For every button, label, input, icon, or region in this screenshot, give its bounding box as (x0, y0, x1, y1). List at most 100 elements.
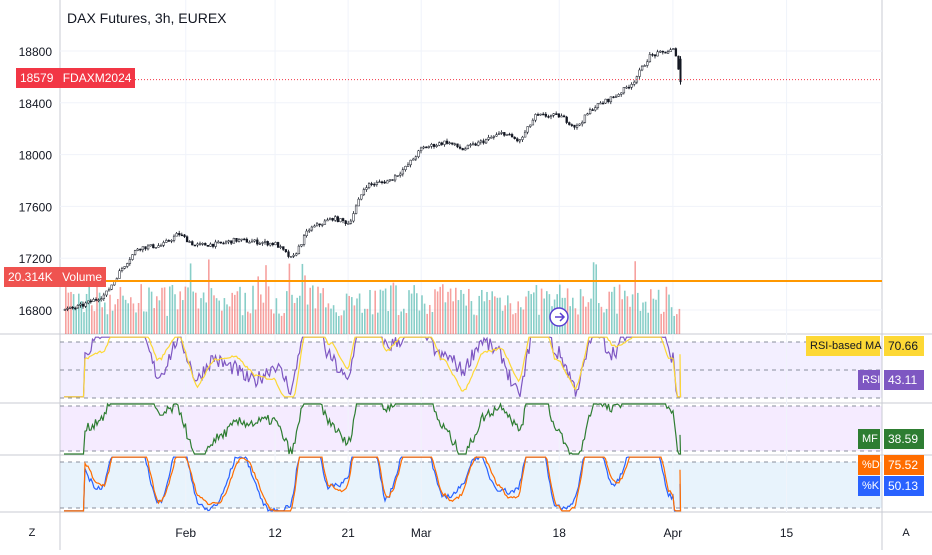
candle-body (94, 299, 98, 301)
volume-bar (421, 295, 423, 334)
volume-bar (538, 314, 540, 334)
volume-bar (644, 301, 647, 334)
candle-body (596, 103, 600, 108)
volume-bar (621, 299, 623, 334)
candle-body (243, 238, 246, 241)
candle-body (211, 243, 215, 247)
volume-bar (72, 294, 75, 334)
candle-body (464, 148, 467, 151)
candle-body (617, 94, 620, 97)
volume-bar (93, 311, 96, 334)
volume-bar (325, 307, 327, 334)
candle-body (438, 142, 441, 146)
volume-bar (158, 300, 161, 334)
candle-body (586, 113, 589, 116)
volume-bar (184, 286, 187, 334)
volume-bar (369, 289, 371, 334)
candle-body (531, 119, 535, 126)
volume-bar (663, 311, 665, 334)
volume-bar (122, 295, 124, 334)
volume-bar (78, 293, 80, 334)
candle-body (383, 181, 386, 184)
volume-bar (148, 287, 150, 334)
volume-bar (85, 293, 88, 334)
candle-body (365, 187, 368, 190)
candle-body (651, 54, 654, 56)
volume-bar (447, 291, 449, 334)
candle-body (425, 146, 428, 149)
volume-bar (239, 286, 241, 334)
volume-bar (397, 315, 400, 334)
volume-bar (202, 292, 205, 334)
candle-body (495, 134, 498, 137)
candle-body (269, 242, 272, 246)
candle-body (516, 138, 519, 142)
candle-body (544, 113, 548, 117)
candle-body (607, 98, 610, 103)
candle-body (84, 302, 87, 307)
candle-body (679, 58, 682, 83)
volume-bar (153, 308, 155, 334)
candle-body (360, 194, 363, 200)
candle-body (594, 107, 597, 111)
candle-body (547, 116, 550, 118)
volume-bar (166, 315, 168, 334)
candle-body (614, 96, 618, 98)
candle-body (375, 182, 379, 185)
candle-body (74, 307, 77, 310)
volume-bar (501, 310, 504, 334)
candle-body (588, 109, 592, 114)
candle-body (107, 289, 111, 292)
candle-body (406, 164, 410, 167)
stoch-pane-band (60, 462, 882, 508)
candle-body (562, 115, 566, 118)
candle-body (206, 245, 210, 247)
volume-bar (353, 305, 356, 334)
volume-bar (408, 290, 410, 334)
auto-scale-right-button[interactable]: A (902, 527, 910, 539)
candle-body (167, 240, 171, 242)
candle-body (76, 305, 80, 309)
candle-body (568, 122, 571, 125)
candle-body (386, 180, 389, 184)
y-tick-label: 17200 (19, 252, 53, 266)
candle-body (178, 233, 181, 236)
candle-body (183, 234, 186, 237)
volume-bar (319, 293, 322, 334)
candle-body (453, 143, 457, 146)
candle-body (284, 249, 288, 253)
volume-bar (88, 286, 90, 334)
y-tick-label: 18000 (19, 149, 53, 163)
candle-body (414, 156, 418, 160)
candle-body (318, 223, 321, 226)
candle-body (274, 242, 277, 246)
candle-body (409, 159, 412, 166)
volume-bar (618, 284, 621, 334)
auto-zoom-left-button[interactable]: Z (28, 527, 36, 539)
volume-bar (382, 290, 384, 334)
candle-body (458, 146, 462, 149)
candle-body (575, 124, 579, 128)
volume-bar (475, 315, 478, 334)
volume-bar (195, 292, 197, 334)
volume-bar (215, 298, 218, 334)
candle-body (172, 235, 176, 241)
candle-body (287, 251, 290, 257)
volume-bar (145, 311, 148, 334)
candle-body (87, 300, 90, 304)
mf-pane-band (60, 406, 882, 451)
volume-bar (540, 288, 543, 334)
volume-bar (283, 313, 285, 334)
volume-bar (234, 294, 236, 334)
candle-body (196, 243, 199, 246)
volume-bar (403, 308, 405, 334)
volume-bar (595, 264, 597, 334)
volume-bar (210, 288, 213, 334)
candle-body (591, 109, 594, 111)
volume-bar (247, 311, 249, 334)
candle-body (357, 198, 360, 207)
volume-bar (338, 315, 340, 334)
volume-bar (278, 313, 280, 334)
